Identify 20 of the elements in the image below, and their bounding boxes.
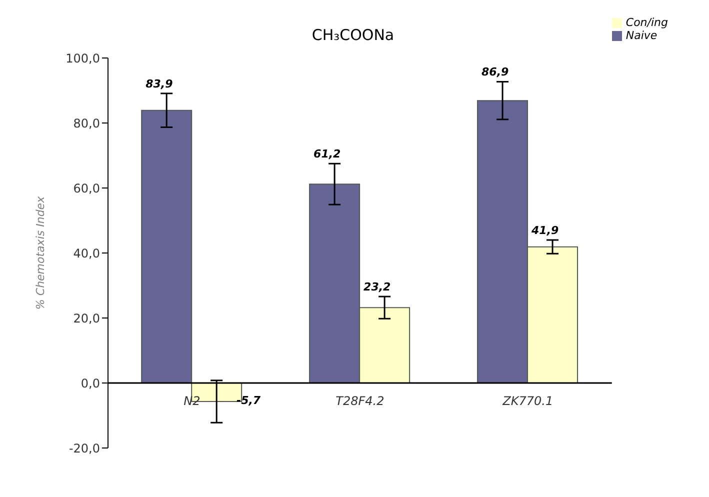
legend-label: Con/ing [626,16,668,29]
data-label: 41,9 [530,224,560,237]
y-tick-label: 0,0 [80,376,100,390]
y-tick-label: -20,0 [68,441,100,456]
x-tick-label: T28F4.2 [336,394,384,408]
y-tick-label: 60,0 [73,181,100,196]
y-tick-label: 40,0 [73,246,100,260]
y-axis-title: % Chemotaxis Index [34,196,47,310]
data-label: 61,2 [314,148,342,161]
data-label: 23,2 [364,280,392,294]
data-label: -5,7 [236,394,261,408]
x-tick-label: N2 [184,394,200,408]
data-label: 83,9 [146,77,174,90]
data-label: 86,9 [482,66,510,79]
y-tick-label: 100,0 [66,51,100,66]
y-tick-label: 80,0 [73,116,100,130]
legend-label: Naive [626,29,658,42]
x-tick-label: ZK770.1 [502,394,554,408]
y-tick-label: 20,0 [73,311,100,326]
chart-title: CH₃COONa [312,26,394,44]
